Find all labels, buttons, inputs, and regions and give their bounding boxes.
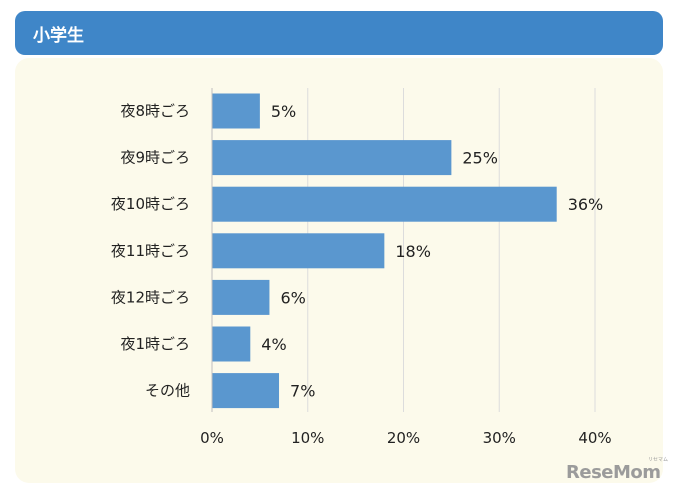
value-label: 18% [395, 242, 431, 261]
chart-header: 小学生 [15, 11, 663, 55]
category-label: その他 [145, 382, 190, 400]
bar [212, 373, 280, 409]
bar [212, 140, 452, 176]
category-label: 夜10時ごろ [111, 195, 190, 213]
value-label: 25% [462, 149, 498, 168]
chart-header-title: 小学生 [33, 25, 84, 46]
x-tick-label: 10% [291, 429, 324, 447]
category-label: 夜1時ごろ [120, 335, 190, 353]
value-label: 7% [290, 382, 315, 401]
bar [212, 326, 251, 362]
value-label: 36% [568, 195, 604, 214]
value-label: 4% [261, 335, 286, 354]
resemom-logo-sub: リセマム [648, 457, 669, 463]
x-tick-label: 20% [387, 429, 420, 447]
bar [212, 186, 557, 222]
value-label: 5% [271, 102, 296, 121]
category-label: 夜12時ごろ [111, 288, 190, 306]
resemom-logo: ReseMom [566, 462, 661, 483]
x-tick-label: 0% [200, 429, 224, 447]
bar [212, 233, 385, 269]
x-tick-label: 40% [578, 429, 611, 447]
category-label: 夜8時ごろ [120, 102, 190, 120]
bar [212, 279, 270, 315]
value-label: 6% [280, 288, 305, 307]
bar [212, 93, 260, 129]
x-tick-label: 30% [483, 429, 516, 447]
chart-panel [15, 58, 663, 483]
category-label: 夜9時ごろ [120, 149, 190, 167]
category-label: 夜11時ごろ [111, 242, 190, 260]
